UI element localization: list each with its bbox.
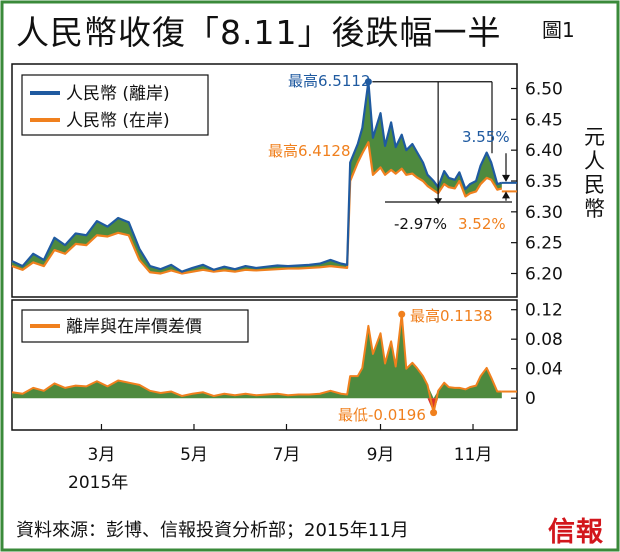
top-y-tick-label: 6.45 xyxy=(525,110,563,130)
top-panel-plot: 6.50 6.45 6.40 6.35 6.30 6.25 6.20 xyxy=(11,78,563,285)
annotation-onshore-high: 最高6.4128 xyxy=(268,142,351,160)
series-line-offshore xyxy=(11,80,503,273)
bottom-y-tick-label: 0.12 xyxy=(525,301,563,321)
annotation-offshore-high: 最高6.5112 xyxy=(288,72,371,90)
legend-label-onshore: 人民幣 (在岸) xyxy=(66,111,170,131)
annotation-offshore-retrace: -2.97% xyxy=(394,215,447,233)
retrace-arrow-head xyxy=(434,198,443,205)
offshore-peak-marker xyxy=(364,78,372,86)
bottom-y-tick-label: 0.08 xyxy=(525,330,563,350)
spread-high-marker xyxy=(398,310,406,318)
annotation-onshore-change: 3.52% xyxy=(458,215,506,233)
top-legend-box xyxy=(21,74,209,136)
figure-label: 圖1 xyxy=(542,18,575,42)
x-tick-label: 11月 xyxy=(454,445,493,465)
x-tick-label: 7月 xyxy=(273,445,301,465)
annotation-spread-high: 最高0.1138 xyxy=(410,307,493,325)
area-between-rates xyxy=(12,81,502,274)
spread-low-marker xyxy=(430,409,438,417)
annotation-spread-low: 最低-0.0196 xyxy=(338,406,426,424)
top-y-tick-label: 6.40 xyxy=(525,141,563,161)
annotation-offshore-change: 3.55% xyxy=(462,128,510,146)
x-axis-year-label: 2015年 xyxy=(68,473,128,493)
top-y-tick-label: 6.20 xyxy=(525,265,563,285)
spread-area-positive xyxy=(12,314,502,399)
bottom-y-tick-label: 0.04 xyxy=(525,360,563,380)
series-line-onshore xyxy=(11,141,503,275)
y-axis-unit-char: 幣 xyxy=(584,197,605,221)
x-tick-label: 3月 xyxy=(88,445,116,465)
onshore-arrow-head xyxy=(502,191,510,199)
x-tick-label: 5月 xyxy=(180,445,208,465)
x-tick-label: 9月 xyxy=(367,445,395,465)
bottom-y-tick-label: 0 xyxy=(525,389,536,409)
top-y-tick-label: 6.35 xyxy=(525,172,563,192)
top-y-tick-label: 6.30 xyxy=(525,203,563,223)
top-y-tick-label: 6.50 xyxy=(525,80,563,100)
change-arrow-head xyxy=(502,174,510,182)
y-axis-unit-char: 元 xyxy=(584,125,605,149)
series-line-spread xyxy=(11,313,502,414)
y-axis-unit-char: 民 xyxy=(584,173,605,197)
y-axis-unit-char: 人 xyxy=(584,149,605,173)
publisher-logo: 信報 xyxy=(548,517,604,548)
chart-title: 人民幣收復「8.11」後跌幅一半 xyxy=(16,13,502,52)
top-y-tick-label: 6.25 xyxy=(525,234,563,254)
legend-label-offshore: 人民幣 (離岸) xyxy=(66,84,170,104)
legend-label-spread: 離岸與在岸價差價 xyxy=(66,317,202,337)
source-note: 資料來源：彭博、信報投資分析部；2015年11月 xyxy=(16,520,409,541)
bottom-panel-plot: 0.12 0.08 0.04 0 3月 5月 7月 9月 11月 xyxy=(11,301,563,465)
